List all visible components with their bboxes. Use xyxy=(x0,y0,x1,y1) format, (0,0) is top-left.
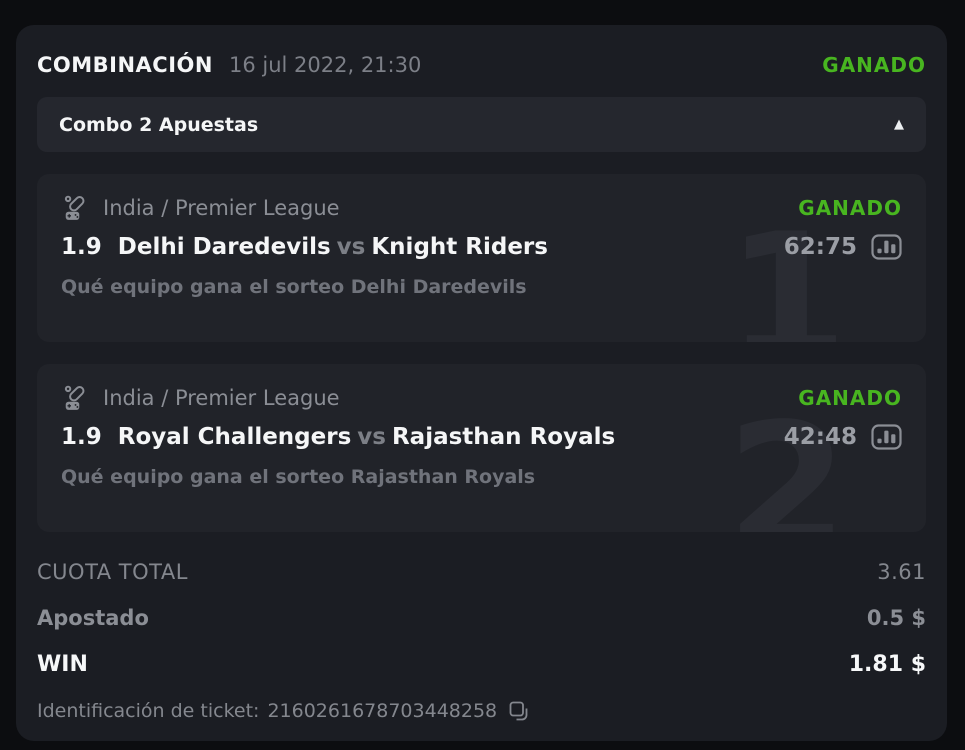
copy-icon[interactable] xyxy=(507,699,529,723)
bar-chart-icon[interactable] xyxy=(871,234,902,260)
bet-match-name: Delhi Daredevils vs Knight Riders xyxy=(118,234,548,260)
combo-collapse-bar[interactable]: Combo 2 Apuestas ▲ xyxy=(37,97,926,152)
ticket-id-label: Identificación de ticket: xyxy=(37,700,260,722)
ticket-status-badge: GANADO xyxy=(822,53,926,77)
team-away: Knight Riders xyxy=(371,234,548,260)
stake-value: 0.5 $ xyxy=(866,606,926,630)
bet-market: Qué equipo gana el sorteo Delhi Daredevi… xyxy=(61,276,527,298)
ticket-id-value: 2160261678703448258 xyxy=(267,700,498,722)
bet-match-name: Royal Challengers vs Rajasthan Royals xyxy=(118,424,615,450)
bet-league: India / Premier League xyxy=(103,196,340,220)
total-odds-value: 3.61 xyxy=(877,560,926,584)
team-home: Royal Challengers xyxy=(117,424,352,450)
total-odds-label: CUOTA TOTAL xyxy=(37,560,188,584)
vs-label: vs xyxy=(336,234,366,260)
ticket-id-row: Identificación de ticket: 21602616787034… xyxy=(37,699,926,723)
bet-market: Qué equipo gana el sorteo Rajasthan Roya… xyxy=(61,466,536,488)
bet-score: 42:48 xyxy=(783,424,857,450)
vs-label: vs xyxy=(357,424,386,450)
bet-ticket-card: COMBINACIÓN 16 jul 2022, 21:30 GANADO Co… xyxy=(16,25,947,741)
bar-chart-icon[interactable] xyxy=(871,424,902,450)
ticket-header: COMBINACIÓN 16 jul 2022, 21:30 GANADO xyxy=(37,39,926,89)
bet-status-badge: GANADO xyxy=(798,386,902,410)
team-away: Rajasthan Royals xyxy=(391,424,616,450)
combo-label: Combo 2 Apuestas xyxy=(59,113,259,136)
bet-status-badge: GANADO xyxy=(798,196,902,220)
win-label: WIN xyxy=(37,652,88,677)
win-value: 1.81 $ xyxy=(848,652,926,677)
stake-row: Apostado 0.5 $ xyxy=(37,606,926,630)
bet-card: 1 India / Premier League GANADO 1.9 Delh… xyxy=(37,174,926,342)
team-home: Delhi Daredevils xyxy=(117,234,331,260)
cricket-esports-icon xyxy=(61,194,91,222)
bet-odds: 1.9 xyxy=(61,234,102,260)
stake-label: Apostado xyxy=(37,606,149,630)
bet-score: 62:75 xyxy=(783,234,857,260)
bet-league: India / Premier League xyxy=(103,386,340,410)
bet-odds: 1.9 xyxy=(61,424,102,450)
total-odds-row: CUOTA TOTAL 3.61 xyxy=(37,560,926,584)
bet-card: 2 India / Premier League GANADO 1.9 Roya… xyxy=(37,364,926,532)
cricket-esports-icon xyxy=(61,384,91,412)
ticket-datetime: 16 jul 2022, 21:30 xyxy=(228,53,422,77)
chevron-up-icon[interactable]: ▲ xyxy=(894,117,904,132)
ticket-type-label: COMBINACIÓN xyxy=(37,53,213,77)
win-row: WIN 1.81 $ xyxy=(37,652,926,677)
